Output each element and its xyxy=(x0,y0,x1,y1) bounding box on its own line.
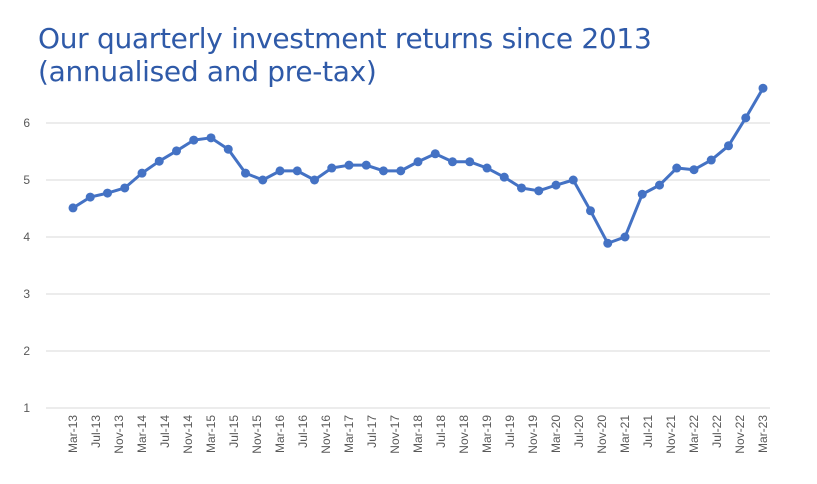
data-point xyxy=(310,175,319,185)
x-tick-label: Mar-20 xyxy=(549,415,563,453)
x-tick-label: Mar-15 xyxy=(204,415,218,453)
data-point xyxy=(120,183,130,193)
data-point xyxy=(137,168,147,178)
chart-title: Our quarterly investment returns since 2… xyxy=(38,22,652,88)
data-point xyxy=(482,163,492,173)
y-tick-label: 3 xyxy=(23,287,30,301)
chart-title-line-1: Our quarterly investment returns since 2… xyxy=(38,22,652,55)
x-tick-label: Nov-18 xyxy=(457,415,471,454)
data-point xyxy=(724,141,733,151)
data-point xyxy=(534,186,544,196)
x-tick-label: Jul-17 xyxy=(365,415,379,448)
data-point xyxy=(85,192,95,202)
data-point xyxy=(603,238,613,248)
data-point xyxy=(223,144,233,154)
data-point xyxy=(517,183,526,193)
x-tick-label: Jul-19 xyxy=(503,415,517,448)
data-point xyxy=(499,172,509,182)
x-tick-label: Mar-19 xyxy=(480,415,494,453)
x-tick-label: Mar-18 xyxy=(411,415,425,453)
x-tick-label: Nov-13 xyxy=(112,415,126,454)
data-point xyxy=(292,166,302,176)
x-tick-label: Jul-13 xyxy=(89,415,103,448)
x-tick-label: Nov-20 xyxy=(595,415,609,454)
x-tick-label: Nov-17 xyxy=(388,415,402,454)
y-tick-label: 5 xyxy=(23,173,30,187)
x-tick-label: Mar-13 xyxy=(66,415,80,453)
data-point xyxy=(448,157,457,167)
x-tick-label: Mar-23 xyxy=(756,415,770,453)
x-tick-label: Jul-18 xyxy=(434,415,448,448)
x-tick-label: Nov-16 xyxy=(319,415,333,454)
x-tick-label: Nov-15 xyxy=(250,415,264,454)
data-point xyxy=(586,206,595,216)
data-point xyxy=(465,157,475,167)
data-point xyxy=(327,163,337,173)
data-point xyxy=(396,166,406,176)
data-point xyxy=(241,168,250,178)
data-point xyxy=(758,83,768,93)
data-point xyxy=(672,163,682,173)
data-point xyxy=(103,188,112,198)
x-tick-label: Nov-21 xyxy=(664,415,678,454)
x-tick-label: Jul-16 xyxy=(296,415,310,448)
x-tick-label: Jul-22 xyxy=(710,415,724,448)
x-tick-label: Nov-22 xyxy=(733,415,747,454)
data-point xyxy=(568,175,578,185)
x-tick-label: Jul-14 xyxy=(158,415,172,448)
x-tick-label: Mar-16 xyxy=(273,415,287,453)
data-point xyxy=(637,189,647,199)
data-point xyxy=(706,155,716,165)
x-tick-label: Mar-21 xyxy=(618,415,632,453)
data-point xyxy=(413,157,423,167)
data-point xyxy=(68,203,78,213)
data-point xyxy=(620,232,630,242)
x-tick-label: Mar-22 xyxy=(687,415,701,453)
y-tick-label: 2 xyxy=(23,344,30,358)
data-point xyxy=(379,166,388,176)
data-point xyxy=(741,113,751,123)
data-point xyxy=(258,175,268,185)
x-tick-label: Jul-20 xyxy=(572,415,586,448)
y-tick-label: 6 xyxy=(23,116,30,130)
data-point xyxy=(189,135,199,145)
x-tick-label: Mar-17 xyxy=(342,415,356,453)
data-point xyxy=(361,160,371,170)
data-point xyxy=(172,146,181,156)
data-point xyxy=(689,165,699,175)
data-point xyxy=(551,180,561,190)
data-point xyxy=(275,166,285,176)
x-tick-label: Nov-14 xyxy=(181,415,195,454)
y-tick-label: 1 xyxy=(23,401,30,415)
data-point xyxy=(655,180,664,190)
x-tick-label: Nov-19 xyxy=(526,415,540,454)
data-point xyxy=(206,133,216,143)
x-tick-label: Jul-21 xyxy=(641,415,655,448)
data-point xyxy=(154,156,164,166)
x-tick-label: Jul-15 xyxy=(227,415,241,448)
x-tick-label: Mar-14 xyxy=(135,415,149,453)
data-point xyxy=(344,160,354,170)
data-point xyxy=(430,149,440,159)
chart-title-line-2: (annualised and pre-tax) xyxy=(38,55,377,88)
y-tick-label: 4 xyxy=(23,230,30,244)
